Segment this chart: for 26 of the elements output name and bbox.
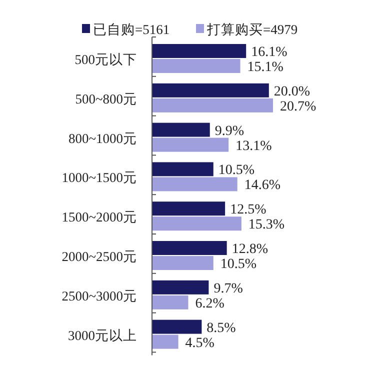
y-tick-label: 3000元以上 [68, 328, 137, 343]
y-tick-label: 800~1000元 [68, 130, 137, 146]
data-label: 20.7% [280, 99, 316, 114]
y-tick-label: 500~800元 [75, 91, 137, 106]
y-tick-label: 1500~2000元 [62, 210, 137, 225]
data-label: 6.2% [195, 296, 225, 312]
legend-label: 已自购=5161 [93, 22, 170, 37]
legend-label: 打算购买=4979 [206, 22, 298, 37]
data-label: 9.9% [214, 124, 244, 139]
data-label: 4.5% [185, 336, 215, 351]
y-tick-label: 2500~3000元 [62, 288, 137, 304]
data-label: 10.5% [220, 257, 257, 272]
y-tick-label: 500元以下 [74, 52, 137, 67]
data-label: 12.8% [232, 242, 268, 257]
data-label: 8.5% [206, 320, 236, 336]
y-tick-label: 2000~2500元 [62, 249, 137, 264]
data-label: 14.6% [244, 178, 281, 194]
data-label: 9.7% [214, 281, 244, 296]
y-tick-label: 1000~1500元 [62, 170, 137, 186]
data-label: 16.1% [251, 45, 288, 60]
data-label: 15.3% [248, 218, 285, 233]
data-label: 20.0% [274, 84, 310, 100]
data-label: 15.1% [247, 60, 284, 75]
data-label: 10.5% [218, 163, 255, 178]
data-label: 13.1% [236, 138, 272, 154]
data-label: 12.5% [230, 202, 267, 218]
